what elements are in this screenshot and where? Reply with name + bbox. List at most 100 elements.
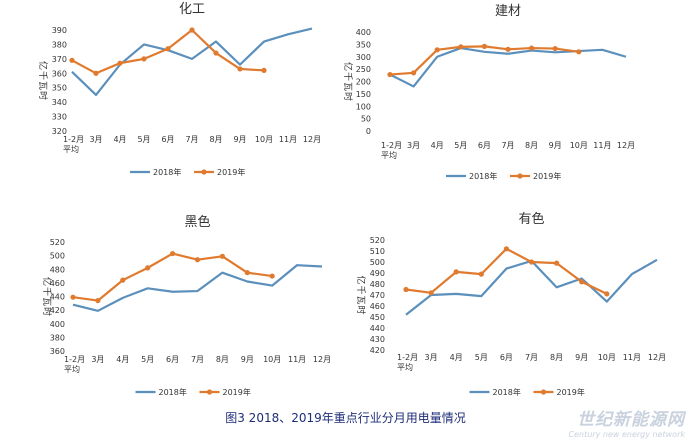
series-line-2019	[389, 45, 579, 76]
x-tick-label: 12月	[313, 355, 331, 364]
y-tick-label: 250	[356, 65, 371, 74]
x-tick-label: 9月	[241, 355, 254, 364]
x-tick-label: 5月	[475, 353, 488, 362]
y-tick-label: 0	[366, 127, 371, 136]
y-tick-label: 450	[370, 313, 385, 322]
y-axis-label: 千	[37, 71, 48, 80]
x-tick-label: 6月	[166, 355, 179, 364]
y-tick-label: 360	[52, 69, 67, 78]
x-tick-label: 5月	[141, 355, 154, 364]
data-point-2019	[69, 57, 75, 63]
data-point-2019	[244, 270, 250, 276]
x-tick-label: 9月	[233, 135, 246, 144]
y-axis-label: 千	[41, 287, 52, 296]
y-tick-label: 500	[370, 258, 385, 267]
data-point-2019	[70, 294, 76, 300]
data-point-2019	[120, 277, 126, 283]
y-tick-label: 380	[50, 333, 65, 342]
x-tick-label: 12月	[648, 353, 666, 362]
legend-label: 2019年	[223, 387, 251, 397]
legend-marker-2019	[201, 169, 207, 175]
x-tick-label: 8月	[216, 355, 229, 364]
y-tick-label: 330	[52, 113, 67, 122]
y-tick-label: 420	[50, 306, 65, 315]
legend-label: 2018年	[493, 387, 521, 397]
watermark-title: 世纪新能源网	[577, 410, 685, 430]
series-line-2018	[72, 264, 323, 312]
data-point-2019	[529, 45, 535, 51]
watermark-logo: 世纪新能源网 Century new energy network	[569, 405, 685, 439]
figure-caption: 图3 2018、2019年重点行业分月用电量情况	[225, 411, 466, 425]
x-tick-label: 10月	[263, 355, 281, 364]
y-tick-label: 510	[370, 247, 385, 256]
y-axis-label: 亿	[342, 62, 354, 71]
y-tick-label: 470	[370, 291, 385, 300]
legend-label: 2019年	[533, 171, 561, 181]
y-tick-label: 440	[370, 324, 385, 333]
x-tick-label: 7月	[501, 141, 514, 150]
legend-label: 2019年	[217, 167, 245, 177]
data-point-2019	[458, 44, 464, 50]
y-tick-label: 460	[50, 279, 65, 288]
data-point-2019	[117, 60, 123, 66]
series-line-2019	[405, 247, 608, 295]
data-point-2019	[194, 257, 201, 263]
x-tick-label: 12月	[617, 141, 635, 150]
y-tick-label: 400	[356, 28, 371, 37]
x-tick-label: 6月	[161, 135, 174, 144]
data-point-2019	[165, 46, 171, 52]
x-tick-label: 10月	[598, 353, 616, 362]
legend-label: 2018年	[153, 167, 181, 177]
y-tick-label: 440	[50, 293, 65, 302]
data-point-2019	[219, 253, 225, 259]
y-tick-label: 420	[370, 346, 385, 355]
y-axis-label: 时	[355, 305, 367, 314]
x-tick-label: 平均	[64, 364, 80, 374]
legend-marker-2019	[206, 389, 213, 395]
y-axis-label: 瓦	[37, 81, 48, 90]
x-tick-label: 1-2月	[63, 135, 84, 144]
y-axis-label: 亿	[41, 277, 53, 286]
y-tick-label: 520	[370, 236, 385, 245]
data-point-2019	[141, 56, 147, 62]
x-tick-label: 7月	[191, 355, 204, 364]
y-axis-label: 亿	[355, 275, 367, 284]
series-line-2018	[405, 258, 658, 316]
y-tick-label: 390	[52, 26, 67, 35]
y-tick-label: 460	[370, 302, 385, 311]
y-tick-label: 150	[356, 90, 371, 99]
x-tick-label: 6月	[478, 141, 491, 150]
y-tick-label: 480	[370, 280, 385, 289]
data-point-2019	[411, 70, 417, 76]
chart-title: 有色	[518, 211, 544, 227]
legend-label: 2018年	[159, 387, 187, 397]
x-tick-label: 9月	[575, 353, 588, 362]
data-point-2019	[237, 66, 243, 72]
legend-label: 2018年	[469, 171, 497, 181]
series-line-2019	[72, 252, 273, 302]
y-tick-label: 370	[52, 55, 67, 64]
x-tick-label: 1-2月	[381, 141, 402, 150]
y-tick-label: 430	[370, 335, 385, 344]
x-tick-label: 4月	[450, 353, 463, 362]
data-point-2019	[93, 70, 99, 76]
data-point-2019	[579, 279, 585, 285]
data-point-2019	[261, 67, 267, 73]
x-tick-label: 7月	[185, 135, 198, 144]
legend-marker-2019	[540, 389, 547, 395]
data-point-2019	[434, 47, 440, 53]
x-tick-label: 11月	[593, 141, 611, 150]
data-point-2019	[95, 297, 101, 304]
data-point-2019	[554, 260, 560, 266]
data-point-2019	[189, 27, 195, 33]
x-tick-label: 10月	[255, 135, 273, 144]
y-tick-label: 320	[52, 127, 67, 136]
y-axis-label: 千	[355, 285, 366, 294]
x-tick-label: 11月	[623, 353, 641, 362]
x-tick-label: 7月	[525, 353, 538, 362]
data-point-2019	[604, 291, 610, 297]
x-tick-label: 5月	[137, 135, 150, 144]
x-tick-label: 10月	[570, 141, 588, 150]
y-tick-label: 490	[370, 269, 385, 278]
